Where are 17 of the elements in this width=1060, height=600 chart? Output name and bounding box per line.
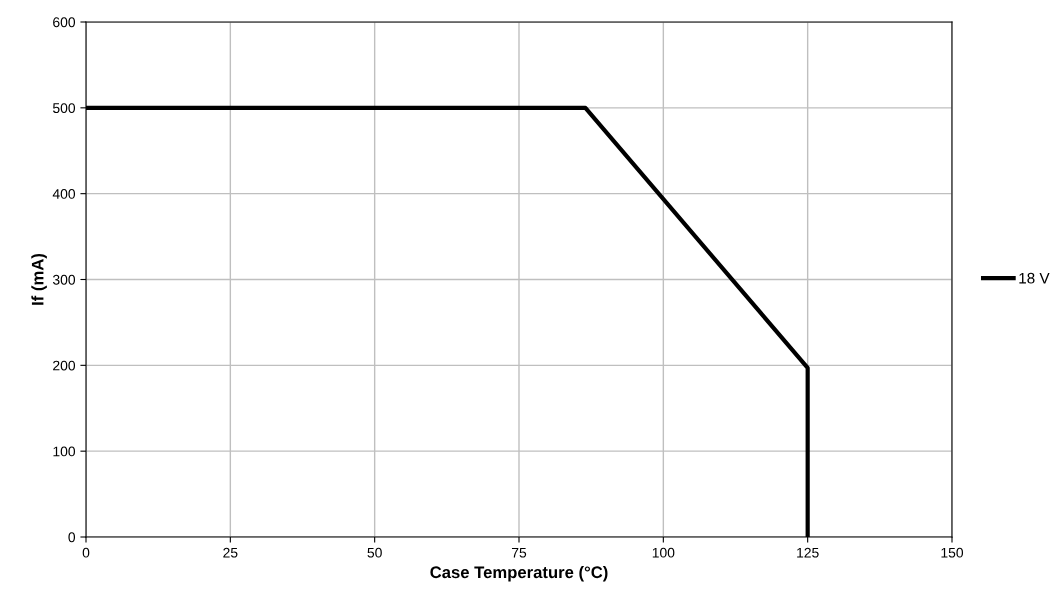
x-tick-label: 0 xyxy=(82,547,90,558)
x-tick-label: 150 xyxy=(941,547,964,558)
y-tick-label: 500 xyxy=(52,103,76,113)
x-tick-label: 50 xyxy=(367,547,382,558)
x-tick-label: 75 xyxy=(511,547,527,558)
legend-label: 18 V xyxy=(1019,272,1050,284)
x-tick-label: 125 xyxy=(797,547,819,558)
y-tick-label: 0 xyxy=(68,532,76,543)
x-tick-label: 100 xyxy=(652,547,675,558)
y-tick-label: 100 xyxy=(53,446,76,457)
y-tick-label: 400 xyxy=(52,189,76,199)
x-tick-label: 25 xyxy=(223,547,238,558)
y-axis-title: If (mA) xyxy=(31,253,47,305)
x-axis-title: Case Temperature (°C) xyxy=(430,565,608,582)
y-tick-label: 300 xyxy=(52,274,76,285)
y-tick-label: 200 xyxy=(53,360,76,371)
y-tick-label: 600 xyxy=(53,17,76,28)
